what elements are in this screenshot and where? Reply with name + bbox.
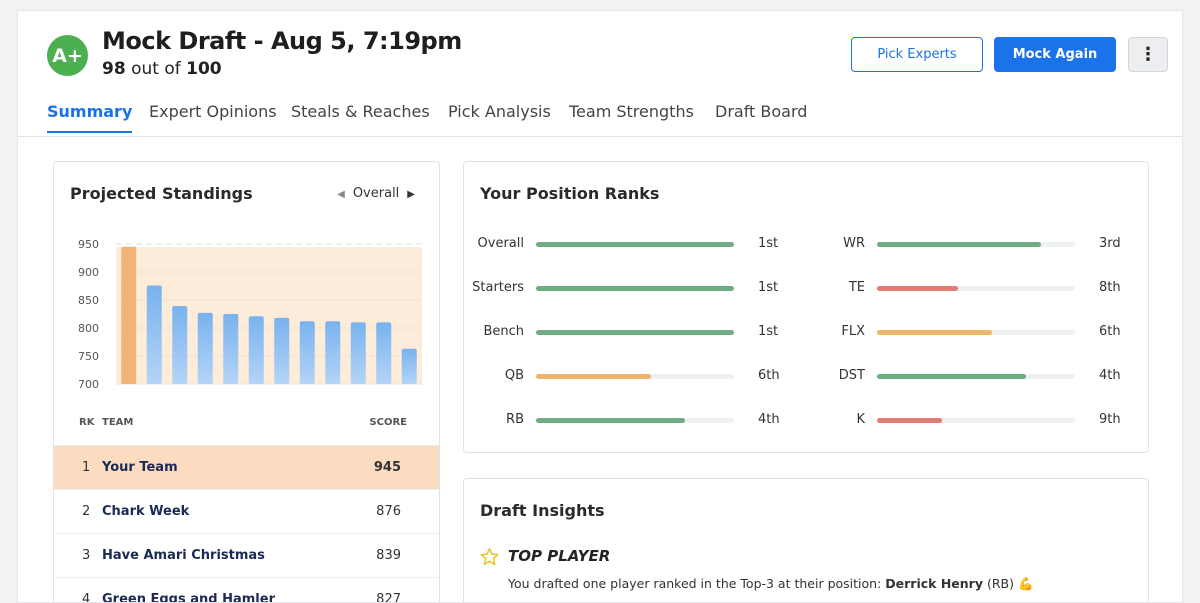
standings-title: Projected Standings [70, 184, 253, 203]
star-icon [480, 547, 499, 566]
rank-bar [877, 374, 1075, 379]
y-tick-label: 700 [78, 378, 99, 391]
next-arrow-icon[interactable]: ▶ [407, 189, 415, 200]
bar-team-6[interactable] [248, 316, 264, 384]
bar-team-11[interactable] [376, 322, 392, 384]
row-score: 827 [376, 592, 401, 603]
tab-draft-board[interactable]: Draft Board [715, 102, 808, 121]
standings-row[interactable]: 4 Green Eggs and Hamler 827 [54, 577, 439, 603]
y-tick-label: 950 [78, 238, 99, 251]
mock-again-button[interactable]: Mock Again [994, 37, 1116, 72]
projected-standings-card: Projected Standings ◀ Overall ▶ 950 900 850 8… [53, 161, 440, 603]
rank-bar [536, 374, 734, 379]
row-score: 839 [376, 548, 401, 563]
grade-badge: A+ [47, 35, 88, 76]
col-team: TEAM [102, 417, 134, 428]
bar-team-2[interactable] [146, 285, 162, 384]
row-team: Your Team [102, 460, 178, 475]
row-score: 945 [373, 460, 401, 475]
y-tick-label: 900 [78, 266, 99, 279]
row-team: Chark Week [102, 504, 190, 519]
insight-text: You drafted one player ranked in the Top… [508, 576, 1034, 591]
bar-team-9[interactable] [325, 321, 341, 384]
more-options-icon[interactable]: ⋮ [1128, 37, 1168, 72]
position-rank-flx: FLX 6th [841, 324, 1121, 339]
position-rank-overall: Overall 1st [477, 236, 779, 251]
position-rank-starters: Starters 1st [472, 280, 779, 295]
col-rk: RK [79, 417, 95, 428]
tab-bar: Summary Expert Opinions Steals & Reaches… [18, 96, 1182, 137]
tab-expert-opinions[interactable]: Expert Opinions [149, 102, 277, 121]
bar-team-8[interactable] [299, 321, 315, 384]
y-tick-label: 800 [78, 322, 99, 335]
rank-bar [877, 330, 1075, 335]
tab-steals-reaches[interactable]: Steals & Reaches [291, 102, 430, 121]
bar-team-10[interactable] [350, 322, 366, 384]
standings-row[interactable]: 3 Have Amari Christmas 839 [54, 533, 439, 577]
bar-team-3[interactable] [172, 306, 188, 384]
row-rank: 4 [82, 592, 91, 603]
position-rank-wr: WR 3rd [843, 236, 1121, 251]
position-rank-dst: DST 4th [838, 368, 1121, 383]
row-team: Have Amari Christmas [102, 548, 265, 563]
draft-score: 98 out of 100 [102, 59, 222, 79]
standings-filter: ◀ Overall ▶ [337, 186, 415, 201]
bar-team-7[interactable] [274, 317, 290, 384]
prev-arrow-icon[interactable]: ◀ [337, 189, 345, 200]
rank-bar [536, 330, 734, 335]
bar-team-4[interactable] [197, 312, 213, 384]
chart-band [116, 247, 422, 384]
position-rank-rb: RB 4th [506, 412, 780, 427]
rank-bar [536, 286, 734, 291]
position-rank-bench: Bench 1st [483, 324, 779, 339]
player-name: Derrick Henry [885, 576, 983, 591]
row-score: 876 [376, 504, 401, 519]
tab-summary[interactable]: Summary [47, 102, 133, 133]
col-score: SCORE [369, 417, 407, 428]
y-tick-label: 750 [78, 350, 99, 363]
standings-row[interactable]: 1 Your Team 945 [54, 445, 439, 489]
insights-title: Draft Insights [480, 501, 605, 520]
row-rank: 3 [82, 548, 91, 563]
row-team: Green Eggs and Hamler [102, 592, 275, 603]
position-ranks-card: Your Position Ranks Overall 1st Starters 1s… [463, 161, 1149, 453]
rank-bar [536, 242, 734, 247]
draft-summary-page: A+ Mock Draft - Aug 5, 7:19pm 98 out of … [17, 10, 1183, 603]
bar-team-12[interactable] [401, 348, 417, 384]
tab-team-strengths[interactable]: Team Strengths [569, 102, 694, 121]
position-rank-k: K 9th [856, 412, 1121, 427]
standings-row[interactable]: 2 Chark Week 876 [54, 489, 439, 533]
page-title: Mock Draft - Aug 5, 7:19pm [102, 27, 462, 55]
row-rank: 1 [82, 460, 91, 475]
y-tick-label: 850 [78, 294, 99, 307]
rank-bar [536, 418, 734, 423]
rank-bar [877, 242, 1075, 247]
draft-insights-card: Draft Insights TOP PLAYER You drafted on… [463, 478, 1149, 602]
ranks-title: Your Position Ranks [480, 184, 660, 203]
position-rank-te: TE 8th [848, 280, 1121, 295]
insight-heading: TOP PLAYER [508, 547, 611, 565]
tab-pick-analysis[interactable]: Pick Analysis [448, 102, 551, 121]
bar-team-1[interactable] [121, 246, 137, 384]
row-rank: 2 [82, 504, 91, 519]
standings-chart: 950 900 850 800 750 700 [78, 238, 422, 391]
rank-bar [877, 286, 1075, 291]
bar-team-5[interactable] [223, 314, 239, 384]
rank-bar [877, 418, 1075, 423]
position-rank-qb: QB 6th [504, 368, 780, 383]
pick-experts-button[interactable]: Pick Experts [851, 37, 983, 72]
flexed-biceps-icon: 💪 [1017, 576, 1034, 591]
